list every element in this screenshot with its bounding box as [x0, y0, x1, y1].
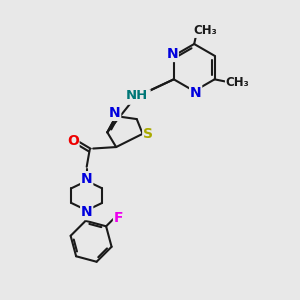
- Text: N: N: [167, 47, 178, 61]
- Text: N: N: [190, 85, 202, 100]
- Text: NH: NH: [127, 90, 150, 104]
- Text: N: N: [81, 172, 92, 186]
- Text: F: F: [114, 212, 123, 225]
- Text: N: N: [109, 106, 121, 120]
- Text: NH: NH: [126, 89, 148, 102]
- Text: CH₃: CH₃: [226, 76, 249, 89]
- Text: N: N: [81, 206, 92, 219]
- Text: S: S: [143, 127, 153, 141]
- Text: CH₃: CH₃: [194, 24, 217, 37]
- Text: O: O: [67, 134, 79, 148]
